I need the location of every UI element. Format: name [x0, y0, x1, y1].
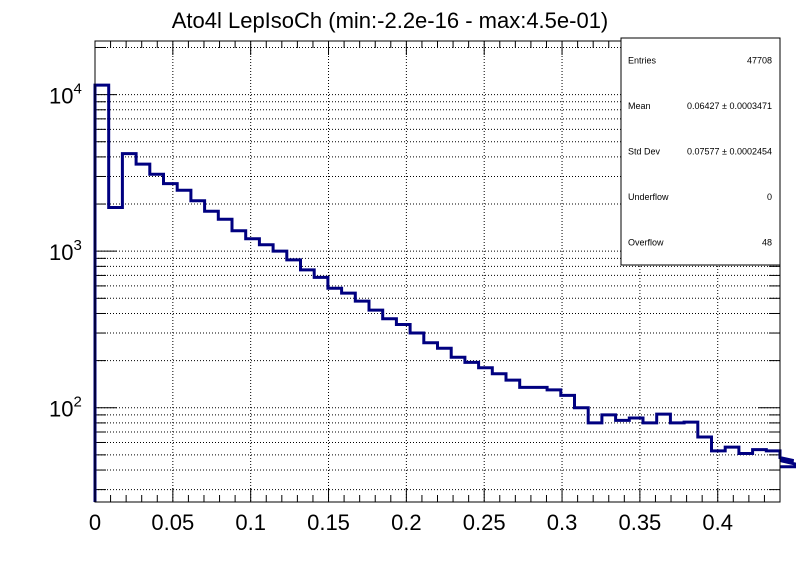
- y-tick-exponent: 2: [73, 394, 81, 411]
- stats-value: 0.07577 ± 0.0002454: [687, 147, 772, 157]
- stats-label: Underflow: [628, 192, 669, 202]
- y-tick-label: 102: [49, 394, 82, 422]
- histogram-series-line: [93, 83, 796, 502]
- stats-value: 48: [762, 237, 772, 247]
- y-tick-label: 104: [49, 81, 82, 109]
- stats-label: Entries: [628, 56, 657, 66]
- y-tick-base: 10: [49, 84, 73, 109]
- stats-label: Mean: [628, 101, 651, 111]
- y-tick-label: 103: [49, 237, 82, 265]
- stats-value: 0.06427 ± 0.0003471: [687, 101, 772, 111]
- stats-value: 47708: [747, 56, 772, 66]
- x-tick-label: 0: [89, 510, 101, 535]
- y-tick-base: 10: [49, 397, 73, 422]
- stats-box: Entries 47708 Mean 0.06427 ± 0.0003471 Std D…: [620, 37, 781, 266]
- stats-value: 0: [767, 192, 772, 202]
- x-tick-label: 0.25: [463, 510, 506, 535]
- axis-ticks: [94, 41, 780, 502]
- x-tick-label: 0.05: [151, 510, 194, 535]
- x-tick-label: 0.4: [702, 510, 733, 535]
- x-axis-labels: 0 0.05 0.1 0.15 0.2 0.25 0.3 0.35 0.4: [89, 510, 733, 535]
- y-tick-exponent: 4: [73, 81, 81, 98]
- stats-label: Std Dev: [628, 147, 661, 157]
- plot-frame: [94, 40, 781, 503]
- stats-label: Overflow: [628, 237, 664, 247]
- x-tick-label: 0.35: [618, 510, 661, 535]
- x-tick-label: 0.3: [547, 510, 578, 535]
- x-tick-label: 0.15: [307, 510, 350, 535]
- stats-box-frame: [620, 37, 781, 266]
- x-tick-label: 0.1: [235, 510, 266, 535]
- y-tick-base: 10: [49, 240, 73, 265]
- x-tick-label: 0.2: [391, 510, 422, 535]
- chart-title: Ato4l LepIsoCh (min:-2.2e-16 - max:4.5e-…: [172, 8, 609, 33]
- y-tick-exponent: 3: [73, 237, 81, 254]
